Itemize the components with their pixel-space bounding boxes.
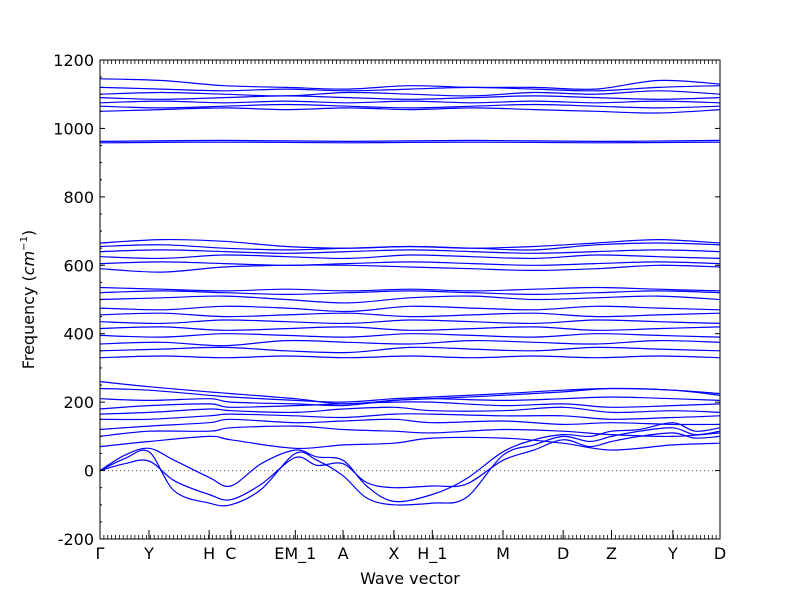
band-line-16: [99, 333, 721, 338]
y-tick-label: 600: [63, 256, 94, 275]
x-tick-label: H: [203, 544, 215, 563]
band-line-32: [99, 107, 721, 114]
band-line-26: [99, 254, 721, 260]
band-line-2: [99, 427, 721, 507]
band-line-5: [99, 425, 721, 438]
bands-layer: [99, 78, 721, 507]
y-axis-title: Frequency (cm−1): [19, 230, 38, 369]
x-tick-label: Y: [143, 544, 154, 563]
band-line-18: [99, 319, 721, 325]
x-tick-label: X: [388, 544, 399, 563]
x-tick-label: EM_1: [274, 544, 316, 564]
band-line-3: [99, 422, 721, 503]
band-line-34: [99, 100, 721, 104]
band-line-13: [99, 355, 721, 359]
y-axis-title-suffix: ): [19, 230, 38, 236]
band-line-14: [99, 346, 721, 354]
band-line-19: [99, 312, 721, 318]
band-line-12: [99, 381, 721, 405]
y-tick-label: -200: [58, 530, 94, 549]
y-tick-label: 1000: [53, 119, 94, 138]
x-tick-label: H_1: [417, 544, 447, 564]
y-tick-label: 800: [63, 188, 94, 207]
x-tick-label: Z: [606, 544, 617, 563]
band-line-6: [99, 418, 721, 431]
x-tick-label: A: [338, 544, 349, 563]
band-line-31: [99, 139, 721, 143]
band-line-4: [99, 435, 721, 451]
y-axis-title-exponent: −1: [19, 236, 30, 251]
x-ticks-layer: Γ Y H C EM_1 A X H_1 M D Z Y D: [96, 60, 726, 564]
x-tick-label: D: [557, 544, 569, 563]
y-tick-label: 1200: [53, 51, 94, 70]
y-tick-label: 400: [63, 325, 94, 344]
band-line-21: [99, 295, 721, 304]
x-tick-label: Γ: [96, 544, 105, 563]
band-line-9: [99, 401, 721, 410]
band-line-30: [99, 141, 721, 144]
band-line-15: [99, 339, 721, 347]
band-line-1: [99, 432, 721, 501]
x-tick-label: Y: [667, 544, 678, 563]
band-line-22: [99, 290, 721, 296]
y-tick-label: 0: [84, 462, 94, 481]
band-line-37: [99, 85, 721, 92]
band-line-38: [99, 78, 721, 90]
y-tick-label: 200: [63, 393, 94, 412]
band-line-20: [99, 305, 721, 313]
band-line-33: [99, 103, 721, 109]
x-tick-label: D: [714, 544, 726, 563]
y-axis-title-unit: cm: [19, 251, 38, 275]
y-axis-title-prefix: Frequency (: [19, 275, 38, 369]
band-line-35: [99, 95, 721, 100]
band-line-27: [99, 249, 721, 254]
band-line-36: [99, 90, 721, 97]
band-line-23: [99, 286, 721, 292]
band-line-24: [99, 264, 721, 273]
y-ticks-layer: -200 0 200 400 600 800 1000 1200: [53, 51, 720, 549]
band-line-8: [99, 406, 721, 415]
plot-frame: [99, 59, 721, 540]
x-tick-label: C: [225, 544, 236, 563]
band-line-29: [99, 238, 721, 249]
band-line-25: [99, 261, 721, 266]
band-line-7: [99, 413, 721, 421]
band-line-17: [99, 326, 721, 331]
x-tick-label: M: [496, 544, 510, 563]
x-axis-title: Wave vector: [360, 569, 460, 588]
